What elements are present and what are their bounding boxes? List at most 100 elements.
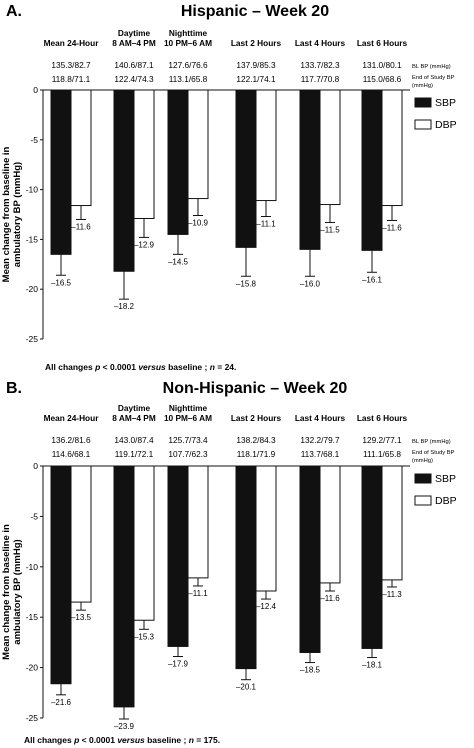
footnote: All changes p < 0.0001 versus baseline ;… bbox=[24, 735, 220, 745]
sbp-bar bbox=[167, 465, 189, 647]
dbp-bar bbox=[255, 465, 277, 592]
sbp-bar bbox=[235, 465, 257, 670]
end-of-study-bp-value: 114.6/68.1 bbox=[52, 449, 91, 459]
sbp-value-label: –18.1 bbox=[362, 661, 383, 670]
end-of-study-bp-value: 113.1/65.8 bbox=[169, 74, 208, 84]
baseline-bp-value: 129.2/77.1 bbox=[362, 435, 402, 445]
dbp-bar bbox=[133, 89, 155, 219]
y-tick-label: -20 bbox=[26, 663, 39, 673]
footnote: All changes p < 0.0001 versus baseline ;… bbox=[45, 362, 236, 372]
baseline-bp-label: BL BP (mmHg) bbox=[412, 439, 451, 445]
sbp-value-label: –21.6 bbox=[51, 698, 72, 707]
sbp-bar bbox=[113, 465, 135, 708]
baseline-bp-value: 127.6/76.6 bbox=[168, 60, 208, 70]
end-of-study-bp-label: End of Study BP bbox=[412, 75, 455, 81]
sbp-value-label: –23.9 bbox=[114, 722, 135, 731]
sbp-bar bbox=[361, 89, 383, 251]
sbp-bar bbox=[299, 465, 321, 653]
sbp-bar bbox=[113, 89, 135, 272]
chart-title: Non-Hispanic – Week 20 bbox=[163, 380, 348, 397]
dbp-value-label: –11.1 bbox=[256, 219, 276, 228]
y-tick-label: 0 bbox=[33, 461, 38, 471]
category-label: Last 6 Hours bbox=[357, 38, 408, 48]
baseline-bp-value: 131.0/80.1 bbox=[362, 60, 402, 70]
y-tick-label: -10 bbox=[26, 562, 39, 572]
sbp-value-label: –18.2 bbox=[114, 302, 135, 311]
dbp-value-label: –13.5 bbox=[71, 613, 92, 622]
dbp-bar bbox=[70, 89, 92, 207]
end-of-study-bp-value: 118.1/71.9 bbox=[237, 449, 276, 459]
y-tick-label: -15 bbox=[26, 234, 39, 244]
dbp-bar bbox=[381, 89, 403, 207]
sbp-bar bbox=[167, 89, 189, 235]
y-axis-label-line2: ambulatory BP (mmHg) bbox=[12, 162, 23, 267]
legend-label-sbp: SBP bbox=[435, 473, 456, 485]
legend-swatch-dbp bbox=[414, 495, 432, 506]
sbp-value-label: –14.5 bbox=[168, 257, 189, 266]
category-label: Daytime bbox=[118, 28, 151, 38]
sbp-value-label: –20.1 bbox=[236, 683, 257, 692]
end-of-study-bp-value: 122.1/74.1 bbox=[236, 74, 276, 84]
sbp-value-label: –18.5 bbox=[300, 666, 321, 675]
y-tick-label: -20 bbox=[26, 284, 39, 294]
category-sublabel: 8 AM–4 PM bbox=[112, 38, 156, 48]
y-tick-label: -25 bbox=[26, 334, 39, 344]
category-label: Last 4 Hours bbox=[295, 38, 346, 48]
legend-label-dbp: DBP bbox=[435, 119, 457, 131]
legend-label-dbp: DBP bbox=[435, 495, 457, 507]
baseline-bp-value: 136.2/81.6 bbox=[51, 435, 91, 445]
end-of-study-bp-label: End of Study BP bbox=[412, 450, 455, 456]
chart-title: Hispanic – Week 20 bbox=[181, 3, 329, 20]
legend-label-sbp: SBP bbox=[435, 97, 456, 109]
category-label: Last 6 Hours bbox=[357, 413, 408, 423]
legend-swatch-sbp bbox=[414, 473, 432, 484]
end-of-study-bp-value: 118.8/71.1 bbox=[52, 74, 91, 84]
end-of-study-bp-unit: (mmHg) bbox=[412, 458, 433, 464]
chart-panel-a: A. Hispanic – Week 20 Mean 24-Hour 135.3/82… bbox=[1, 3, 457, 372]
baseline-bp-value: 125.7/73.4 bbox=[168, 435, 208, 445]
dbp-value-label: –11.1 bbox=[188, 589, 208, 598]
baseline-bp-value: 140.6/87.1 bbox=[114, 60, 154, 70]
baseline-bp-value: 133.7/82.3 bbox=[300, 60, 340, 70]
y-axis-label: Mean change from baseline in bbox=[1, 146, 12, 282]
dbp-bar bbox=[133, 465, 155, 621]
sbp-bar bbox=[235, 89, 257, 248]
end-of-study-bp-value: 122.4/74.3 bbox=[114, 74, 154, 84]
dbp-value-label: –11.5 bbox=[320, 225, 340, 234]
category-sublabel: 10 PM–6 AM bbox=[164, 413, 212, 423]
chart-panel-b: B. Non-Hispanic – Week 20 Mean 24-Hour 136.… bbox=[1, 380, 457, 745]
category-label: Last 2 Hours bbox=[231, 413, 282, 423]
sbp-value-label: –16.1 bbox=[362, 275, 383, 284]
category-label: Nighttime bbox=[169, 403, 208, 413]
baseline-bp-value: 138.2/84.3 bbox=[236, 435, 276, 445]
baseline-bp-value: 137.9/85.3 bbox=[236, 60, 276, 70]
dbp-bar bbox=[319, 465, 341, 584]
category-label: Mean 24-Hour bbox=[44, 413, 100, 423]
panel-label: B. bbox=[6, 380, 22, 397]
sbp-value-label: –16.0 bbox=[300, 279, 321, 288]
end-of-study-bp-value: 117.7/70.8 bbox=[301, 74, 340, 84]
category-sublabel: 8 AM–4 PM bbox=[112, 413, 156, 423]
dbp-value-label: –10.9 bbox=[188, 218, 209, 227]
y-tick-label: -10 bbox=[26, 185, 39, 195]
end-of-study-bp-value: 115.0/68.6 bbox=[363, 74, 402, 84]
dbp-value-label: –11.6 bbox=[382, 223, 402, 232]
y-tick-label: -5 bbox=[30, 135, 38, 145]
baseline-bp-value: 143.0/87.4 bbox=[114, 435, 154, 445]
baseline-bp-label: BL BP (mmHg) bbox=[412, 64, 451, 70]
sbp-value-label: –16.5 bbox=[51, 278, 72, 287]
dbp-bar bbox=[187, 465, 209, 579]
category-label: Nighttime bbox=[169, 28, 208, 38]
dbp-bar bbox=[187, 89, 209, 200]
category-sublabel: 10 PM–6 AM bbox=[164, 38, 212, 48]
y-tick-label: -5 bbox=[30, 511, 38, 521]
dbp-value-label: –15.3 bbox=[134, 632, 155, 641]
end-of-study-bp-value: 119.1/72.1 bbox=[115, 449, 154, 459]
baseline-bp-value: 135.3/82.7 bbox=[51, 60, 91, 70]
category-label: Last 4 Hours bbox=[295, 413, 346, 423]
sbp-value-label: –15.8 bbox=[236, 279, 257, 288]
y-tick-label: 0 bbox=[33, 85, 38, 95]
dbp-bar bbox=[381, 465, 403, 581]
panel-label: A. bbox=[6, 3, 22, 20]
